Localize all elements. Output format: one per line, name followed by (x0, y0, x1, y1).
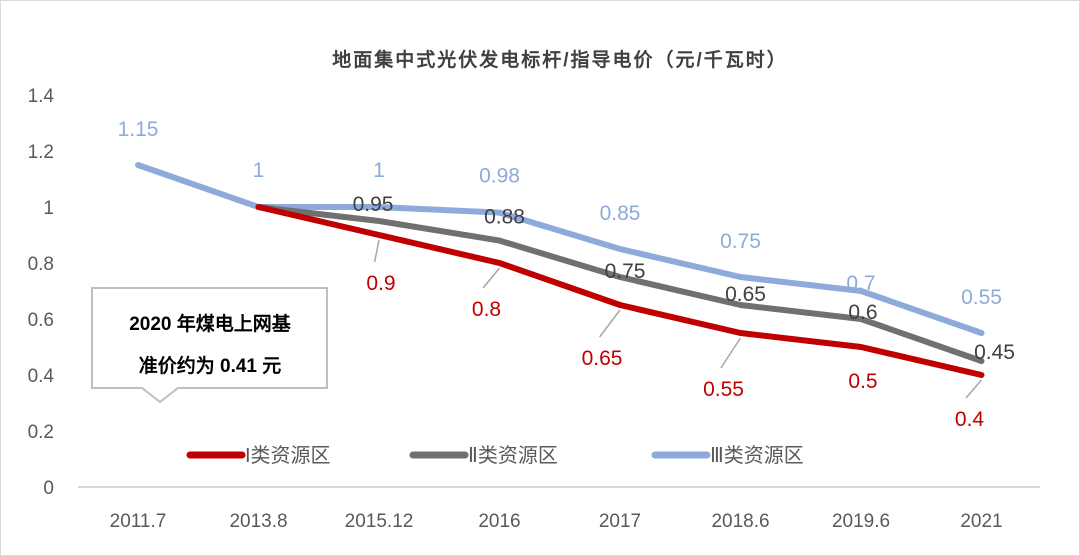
y-tick-label: 0 (43, 478, 54, 499)
x-tick-label: 2021 (960, 511, 1002, 532)
y-tick-label: 1.2 (28, 142, 54, 163)
annotation-callout: 2020 年煤电上网基 准价约为 0.41 元 (91, 287, 328, 404)
legend-item-1: I类资源区 (186, 444, 331, 467)
y-tick-label: 0.8 (28, 254, 54, 275)
data-label: 0.55 (961, 286, 1002, 309)
legend-label: I类资源区 (245, 444, 331, 467)
data-label: 1 (253, 159, 265, 182)
leader-line (373, 239, 380, 263)
callout-box (91, 287, 328, 404)
x-tick-label: 2015.12 (345, 511, 414, 532)
data-label: 0.85 (600, 202, 641, 225)
legend-item-3: Ⅲ类资源区 (651, 444, 804, 467)
legend-item-2: Ⅱ类资源区 (409, 444, 558, 467)
data-label: 0.6 (848, 301, 877, 324)
data-label: 0.65 (582, 347, 623, 370)
series-line-1 (255, 204, 985, 378)
data-label: 0.98 (479, 165, 520, 188)
x-tick-label: 2019.6 (832, 511, 890, 532)
data-label: 0.65 (725, 283, 766, 306)
data-label: 0.8 (472, 298, 501, 321)
data-label: 0.75 (720, 230, 761, 253)
series-line-2 (255, 204, 985, 364)
data-label: 0.95 (353, 193, 394, 216)
y-tick-label: 0.2 (28, 422, 54, 443)
data-label: 0.7 (846, 272, 875, 295)
y-tick-label: 1 (43, 198, 54, 219)
callout-line-1: 2020 年煤电上网基 (129, 312, 292, 335)
x-tick-label: 2016 (478, 511, 520, 532)
leader-line (720, 337, 742, 369)
leader-line (599, 309, 621, 338)
data-label: 0.9 (366, 272, 395, 295)
callout-line-2: 准价约为 0.41 元 (139, 354, 282, 377)
y-tick-label: 0.6 (28, 310, 54, 331)
chart-title: 地面集中式光伏发电标杆/指导电价（元/千瓦时） (332, 48, 788, 71)
data-label: 0.88 (484, 206, 525, 229)
data-label: 1.15 (118, 118, 159, 141)
data-label: 0.45 (974, 341, 1015, 364)
data-label: 1 (373, 159, 385, 182)
data-label: 0.5 (848, 370, 877, 393)
x-tick-label: 2011.7 (110, 511, 167, 532)
data-label: 0.4 (955, 408, 985, 431)
data-label: 0.55 (703, 378, 744, 401)
legend-label: Ⅲ类资源区 (710, 444, 804, 467)
leader-line (482, 267, 501, 289)
x-tick-label: 2018.6 (711, 511, 769, 532)
x-tick-label: 2013.8 (229, 511, 287, 532)
data-label: 0.75 (605, 260, 646, 283)
y-tick-label: 1.4 (28, 86, 55, 107)
x-tick-label: 2017 (599, 511, 641, 532)
leader-line (965, 379, 983, 399)
y-tick-label: 0.4 (28, 366, 55, 387)
legend-label: Ⅱ类资源区 (468, 444, 558, 467)
